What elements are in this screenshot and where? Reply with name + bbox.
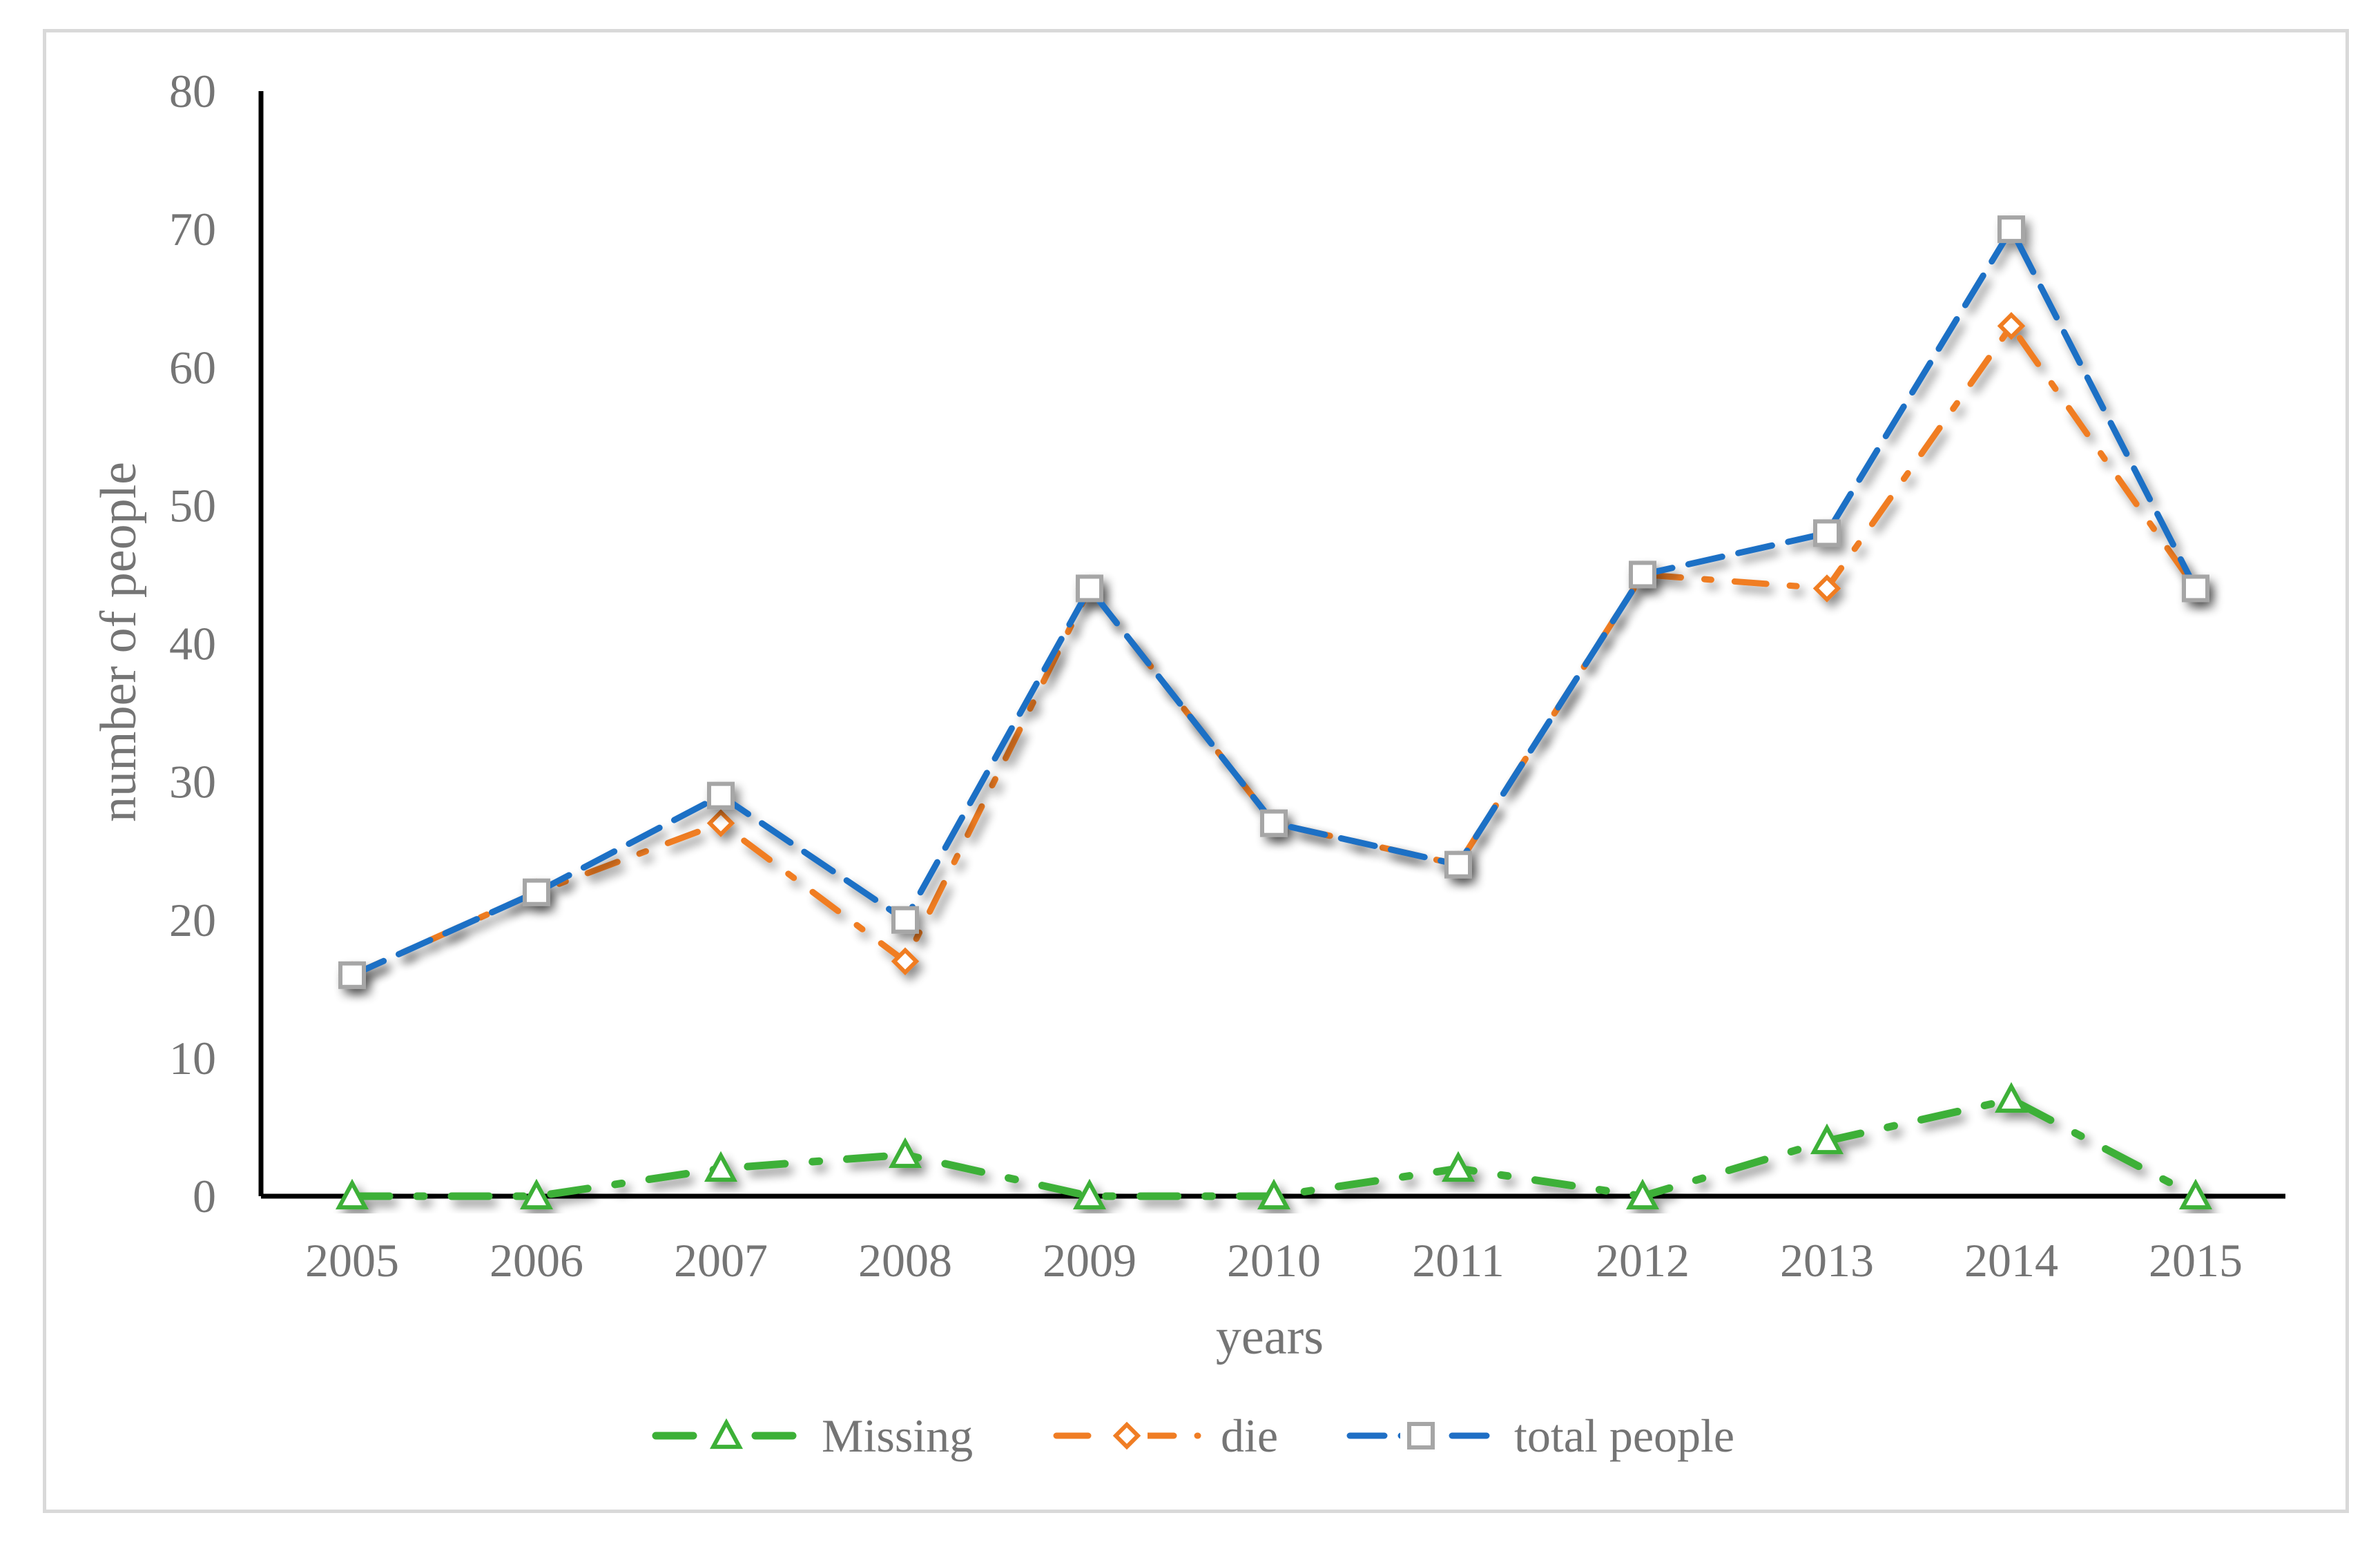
legend: Missing die total people [652, 1409, 1734, 1462]
data-point [1812, 574, 1841, 603]
x-tick-label: 2015 [2149, 1234, 2243, 1287]
data-point [1625, 1178, 1660, 1210]
legend-label: die [1221, 1409, 1278, 1462]
data-point [1810, 1123, 1844, 1155]
data-point [1072, 1178, 1107, 1210]
data-point [1076, 574, 1103, 603]
series-area [335, 215, 2213, 1210]
data-point [1997, 215, 2025, 244]
legend-item: die [1053, 1409, 1278, 1462]
y-axis-title: number of people [90, 462, 147, 822]
y-tick-label: 60 [169, 341, 216, 393]
y-tick-label: 0 [193, 1170, 216, 1222]
data-point [1997, 311, 2026, 340]
data-point [2182, 574, 2209, 603]
data-point [706, 809, 735, 837]
y-tick-label: 10 [169, 1032, 216, 1084]
data-point [1813, 519, 1841, 547]
data-point [1444, 850, 1472, 879]
y-tick-label: 50 [169, 479, 216, 531]
y-tick-label: 40 [169, 618, 216, 670]
data-point [1629, 560, 1656, 589]
legend-marker [1407, 1422, 1435, 1450]
legend-label: Missing [822, 1409, 973, 1462]
x-axis-title: years [1216, 1309, 1324, 1365]
y-axis: 0 10 20 30 40 50 60 70 80 [169, 65, 264, 1222]
x-tick-label: 2006 [490, 1234, 583, 1287]
series-total-people [338, 215, 2209, 989]
legend-label: total people [1514, 1409, 1734, 1462]
data-point [523, 878, 550, 906]
y-tick-label: 20 [169, 894, 216, 946]
data-point [1257, 1178, 1291, 1210]
data-point [1441, 1151, 1476, 1182]
x-tick-label: 2011 [1412, 1234, 1504, 1287]
y-tick-label: 70 [169, 203, 216, 255]
y-tick-label: 30 [169, 756, 216, 808]
x-tick-label: 2009 [1043, 1234, 1136, 1287]
data-point [2178, 1178, 2213, 1210]
series-line [349, 226, 2199, 979]
legend-marker [1112, 1421, 1141, 1450]
x-tick-label: 2013 [1780, 1234, 1874, 1287]
x-tick-label: 2007 [674, 1234, 768, 1287]
legend-item: Missing [652, 1409, 973, 1462]
data-point [891, 906, 919, 934]
x-axis: 2005 2006 2007 2008 2009 2010 2011 2012 2013 2014… [261, 1193, 2285, 1287]
series-missing [335, 1082, 2213, 1210]
data-point [888, 1137, 922, 1169]
data-point [1994, 1082, 2029, 1113]
data-point [891, 947, 920, 976]
data-point [704, 1151, 738, 1182]
chart-frame [43, 29, 2349, 1513]
series-line [349, 322, 2199, 979]
data-point [519, 1178, 554, 1210]
y-tick-label: 80 [169, 65, 216, 117]
x-tick-label: 2012 [1596, 1234, 1690, 1287]
data-point [335, 1178, 369, 1210]
series-die [338, 311, 2210, 990]
legend-item: total people [1346, 1409, 1734, 1462]
legend-marker [709, 1418, 744, 1450]
x-tick-label: 2005 [305, 1234, 399, 1287]
data-point [1260, 809, 1288, 837]
data-point [338, 961, 366, 989]
x-tick-label: 2014 [1964, 1234, 2058, 1287]
x-tick-label: 2010 [1227, 1234, 1321, 1287]
data-point [707, 781, 735, 810]
x-tick-label: 2008 [858, 1234, 952, 1287]
